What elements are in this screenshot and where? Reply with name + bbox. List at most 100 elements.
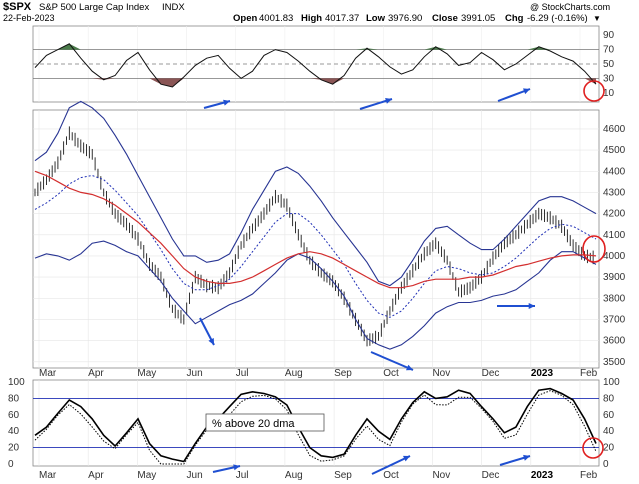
- price-y-tick-label: 4200: [603, 209, 626, 220]
- price-y-tick-label: 3900: [603, 272, 626, 283]
- price-x-tick-label: Sep: [334, 368, 352, 379]
- rsi-y-tick-label: 30: [603, 73, 615, 84]
- rsi-oversold-fill: [35, 78, 596, 87]
- breadth-label: % above 20 dma: [212, 418, 295, 430]
- price-arrow-head: [528, 303, 535, 309]
- breadth-y-tick-label-right: 80: [603, 393, 615, 404]
- price-y-tick-label: 3600: [603, 336, 626, 347]
- high-value: 4017.37: [325, 13, 359, 24]
- breadth-y-tick-label: 20: [8, 443, 20, 454]
- close-label: Close: [432, 13, 458, 24]
- price-x-tick-label: Jul: [236, 368, 249, 379]
- price-y-tick-label: 4300: [603, 187, 626, 198]
- price-x-tick-label: Oct: [383, 368, 399, 379]
- rsi-y-tick-label: 90: [603, 30, 615, 41]
- open-label: Open: [233, 13, 257, 24]
- ma20-dotted: [34, 174, 597, 318]
- breadth-x-tick-label: Mar: [39, 470, 57, 481]
- breadth-y-tick-label: 0: [8, 459, 14, 470]
- breadth-y-tick-label-right: 100: [603, 377, 620, 388]
- price-x-tick-label: May: [137, 368, 156, 379]
- breadth-label-box: [205, 413, 325, 432]
- price-y-tick-label: 3800: [603, 293, 626, 304]
- price-y-tick-label: 4400: [603, 166, 626, 177]
- breadth-y-tick-label-right: 40: [603, 426, 615, 437]
- header-name: S&P 500 Large Cap Index: [39, 2, 149, 13]
- breadth-x-tick-label: Dec: [482, 470, 500, 481]
- bollinger-upper: [34, 100, 597, 287]
- price-x-tick-label: Aug: [285, 368, 303, 379]
- axis-ticks: Mar Apr May Jun Jul Aug Sep Oct Nov Dec 2023 Feb Mar…: [8, 30, 626, 481]
- breadth-y-tick-label: 80: [8, 393, 20, 404]
- breadth-panel: [33, 387, 599, 465]
- breadth-x-tick-label: Oct: [383, 470, 399, 481]
- rsi-panel: [33, 43, 599, 88]
- breadth-x-tick-label: Jun: [187, 470, 203, 481]
- breadth-x-tick-label: Sep: [334, 470, 352, 481]
- price-y-tick-label: 4000: [603, 251, 626, 262]
- breadth-arrow-head: [403, 455, 410, 462]
- price-y-tick-label: 4600: [603, 124, 626, 135]
- price-panel: [34, 100, 597, 350]
- bollinger-lower: [34, 240, 597, 350]
- chg-value: -6.29 (-0.16%): [527, 13, 588, 24]
- price-arrow-head: [406, 364, 413, 371]
- rsi-overbought-fill: [35, 43, 596, 50]
- header-watermark: @ StockCharts.com: [530, 2, 610, 12]
- rsi-arrow-head: [523, 88, 530, 95]
- breadth-y-tick-label: 40: [8, 426, 20, 437]
- price-x-tick-label: Apr: [88, 368, 104, 379]
- breadth-highlight-circle: [582, 437, 604, 459]
- price-x-tick-label: Jun: [187, 368, 203, 379]
- annotations: [199, 80, 606, 475]
- price-y-tick-label: 4100: [603, 230, 626, 241]
- ma-long-line: [34, 170, 597, 289]
- grid-lines: [33, 26, 599, 466]
- open-value: 4001.83: [259, 13, 293, 24]
- rsi-highlight-circle: [583, 80, 605, 102]
- price-x-tick-label: Dec: [482, 368, 500, 379]
- breadth-y-tick-label: 60: [8, 410, 20, 421]
- breadth-x-tick-label: Apr: [88, 470, 104, 481]
- breadth-y-tick-label-right: 20: [603, 443, 615, 454]
- rsi-arrow-head: [223, 99, 230, 106]
- low-value: 3976.90: [388, 13, 422, 24]
- header-date: 22-Feb-2023: [3, 13, 55, 23]
- rsi-y-tick-label: 10: [603, 88, 615, 99]
- chg-down-marker-icon: ▼: [593, 14, 601, 23]
- price-arrow: [370, 351, 414, 371]
- rsi-y-tick-label: 50: [603, 59, 615, 70]
- header-exchange: INDX: [162, 2, 185, 13]
- breadth-y-tick-label: 100: [8, 377, 25, 388]
- price-x-tick-label: Mar: [39, 368, 57, 379]
- high-label: High: [301, 13, 322, 24]
- header-symbol: $SPX: [3, 1, 32, 13]
- low-label: Low: [366, 13, 386, 24]
- price-panel-frame: [32, 109, 600, 369]
- price-x-tick-label: Feb: [580, 368, 598, 379]
- price-arrow-head: [208, 338, 214, 345]
- breadth-x-tick-label: Nov: [432, 470, 450, 481]
- price-x-tick-label: Nov: [432, 368, 450, 379]
- price-x-tick-label: 2023: [531, 368, 554, 379]
- rsi-line: [34, 43, 597, 88]
- rsi-y-tick-label: 70: [603, 45, 615, 56]
- breadth-x-tick-label: Feb: [580, 470, 598, 481]
- breadth-dotted-line: [34, 390, 597, 465]
- breadth-line: [34, 387, 597, 463]
- breadth-arrow: [371, 455, 411, 475]
- price-y-tick-label: 3700: [603, 314, 626, 325]
- breadth-y-tick-label-right: 60: [603, 410, 615, 421]
- rsi-arrow-head: [385, 98, 392, 104]
- breadth-y-tick-label-right: 0: [603, 459, 609, 470]
- price-highlight-circle: [582, 235, 606, 263]
- breadth-x-tick-label: May: [137, 470, 156, 481]
- close-value: 3991.05: [461, 13, 495, 24]
- breadth-arrow-head: [233, 464, 240, 471]
- price-y-tick-label: 3500: [603, 357, 626, 368]
- breadth-x-tick-label: Aug: [285, 470, 303, 481]
- breadth-x-tick-label: Jul: [236, 470, 249, 481]
- breadth-arrow-head: [523, 454, 530, 461]
